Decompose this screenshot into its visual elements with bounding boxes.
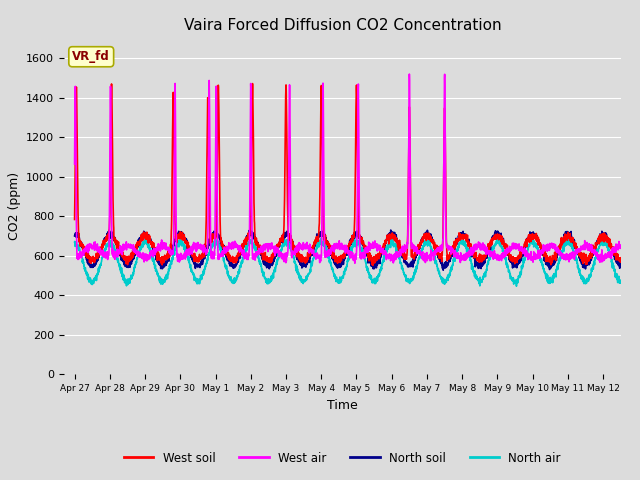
- Text: VR_fd: VR_fd: [72, 50, 110, 63]
- Legend: West soil, West air, North soil, North air: West soil, West air, North soil, North a…: [119, 447, 566, 469]
- Title: Vaira Forced Diffusion CO2 Concentration: Vaira Forced Diffusion CO2 Concentration: [184, 18, 501, 33]
- X-axis label: Time: Time: [327, 399, 358, 412]
- Y-axis label: CO2 (ppm): CO2 (ppm): [8, 172, 20, 240]
